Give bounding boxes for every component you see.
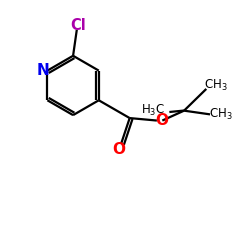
Text: CH$_3$: CH$_3$ (204, 78, 228, 94)
Text: N: N (36, 63, 49, 78)
Text: O: O (155, 113, 168, 128)
Text: CH$_3$: CH$_3$ (208, 107, 232, 122)
Text: Cl: Cl (70, 18, 86, 33)
Text: H$_3$C: H$_3$C (142, 103, 166, 118)
Text: O: O (112, 142, 125, 157)
